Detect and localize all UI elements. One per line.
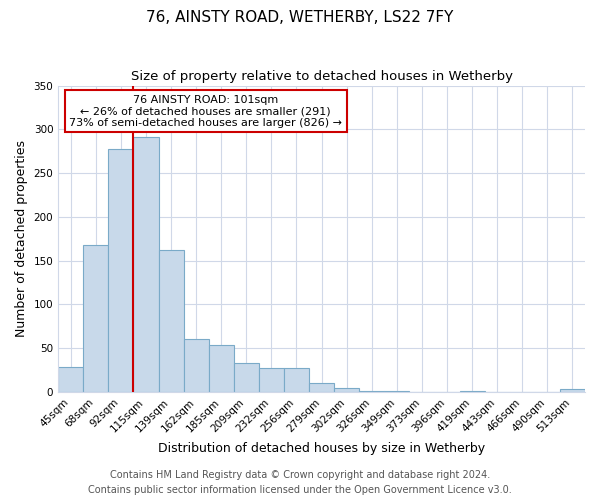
- Text: 76 AINSTY ROAD: 101sqm
← 26% of detached houses are smaller (291)
73% of semi-de: 76 AINSTY ROAD: 101sqm ← 26% of detached…: [69, 94, 342, 128]
- Title: Size of property relative to detached houses in Wetherby: Size of property relative to detached ho…: [131, 70, 512, 83]
- Bar: [359, 391, 385, 392]
- Bar: [460, 391, 485, 392]
- Text: Contains HM Land Registry data © Crown copyright and database right 2024.
Contai: Contains HM Land Registry data © Crown c…: [88, 470, 512, 495]
- Bar: [560, 390, 585, 392]
- X-axis label: Distribution of detached houses by size in Wetherby: Distribution of detached houses by size …: [158, 442, 485, 455]
- Bar: [234, 363, 259, 392]
- Bar: [309, 383, 334, 392]
- Bar: [58, 366, 83, 392]
- Bar: [334, 388, 359, 392]
- Bar: [158, 250, 184, 392]
- Bar: [209, 344, 234, 392]
- Bar: [184, 340, 209, 392]
- Bar: [133, 137, 158, 392]
- Bar: [83, 245, 109, 392]
- Bar: [385, 391, 409, 392]
- Bar: [109, 148, 133, 392]
- Bar: [259, 368, 284, 392]
- Text: 76, AINSTY ROAD, WETHERBY, LS22 7FY: 76, AINSTY ROAD, WETHERBY, LS22 7FY: [146, 10, 454, 25]
- Y-axis label: Number of detached properties: Number of detached properties: [15, 140, 28, 338]
- Bar: [284, 368, 309, 392]
